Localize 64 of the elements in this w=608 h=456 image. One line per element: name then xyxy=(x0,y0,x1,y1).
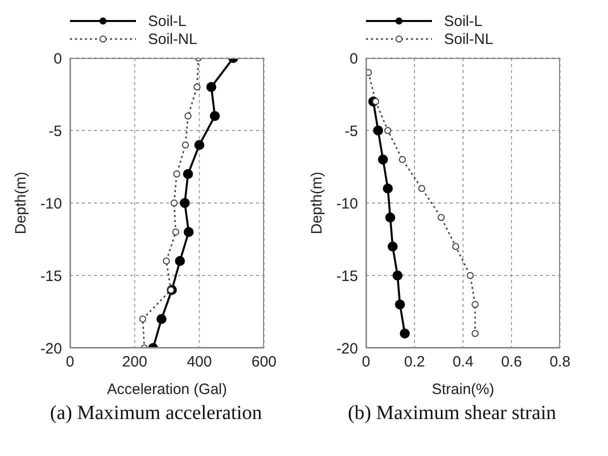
y-tick-label: 0 xyxy=(54,50,62,68)
y-tick-label: -15 xyxy=(336,268,358,285)
point xyxy=(384,127,392,134)
y-tick-label: 0 xyxy=(350,50,358,68)
point xyxy=(472,301,479,308)
point xyxy=(392,270,403,280)
point xyxy=(183,169,194,179)
point xyxy=(180,198,190,208)
x-tick-label: 0 xyxy=(66,354,74,371)
x-tick-label: 400 xyxy=(186,354,212,371)
x-tick-label: 600 xyxy=(251,354,277,371)
point xyxy=(184,112,192,120)
legend-label: Soil-L xyxy=(148,12,186,30)
point xyxy=(174,256,185,266)
x-axis-title: Strain(%) xyxy=(432,381,494,398)
legend-label: Soil-L xyxy=(444,12,482,30)
x-axis-title: Acceleration (Gal) xyxy=(106,381,228,398)
y-axis-title: Depth(m) xyxy=(308,172,326,234)
point xyxy=(173,170,180,178)
x-tick-label: 0.6 xyxy=(501,354,522,371)
point xyxy=(194,140,204,150)
x-tick-label: 0.8 xyxy=(550,354,570,371)
legend-label: Soil-NL xyxy=(444,30,494,48)
y-tick-label: -5 xyxy=(48,122,62,140)
text: (b) Maximum shear strain xyxy=(346,402,558,425)
point xyxy=(400,328,410,338)
point xyxy=(472,330,479,337)
x-tick-label: 0 xyxy=(362,354,370,371)
point xyxy=(418,185,426,192)
point xyxy=(167,286,174,294)
x-tick-label: 200 xyxy=(122,354,148,371)
point xyxy=(206,82,216,92)
point xyxy=(373,126,384,136)
point xyxy=(172,228,180,236)
point xyxy=(388,242,398,252)
y-tick-label: -5 xyxy=(344,122,358,140)
point xyxy=(452,243,460,250)
y-axis-title: Depth(m) xyxy=(12,172,30,234)
point xyxy=(466,272,474,279)
y-tick-label: -10 xyxy=(336,195,358,212)
x-tick-label: 0.2 xyxy=(404,354,425,371)
point xyxy=(398,156,406,163)
y-tick-label: -10 xyxy=(40,195,62,212)
x-tick-label: 0.4 xyxy=(452,354,474,371)
point xyxy=(156,314,167,324)
point xyxy=(170,200,178,206)
point xyxy=(184,227,194,237)
text: (a) Maximum acceleration xyxy=(48,402,264,425)
point xyxy=(438,214,445,221)
y-tick-label: -20 xyxy=(40,340,62,358)
point xyxy=(385,212,396,222)
y-tick-label: -20 xyxy=(336,340,358,358)
point xyxy=(394,300,405,310)
point xyxy=(382,184,393,194)
point xyxy=(366,69,372,76)
point xyxy=(162,258,170,264)
point xyxy=(378,154,388,164)
point xyxy=(139,316,146,322)
point xyxy=(194,84,201,90)
point xyxy=(210,111,220,121)
point xyxy=(372,98,380,105)
point xyxy=(182,142,189,148)
y-tick-label: -15 xyxy=(40,268,62,285)
legend-label: Soil-NL xyxy=(148,30,198,48)
